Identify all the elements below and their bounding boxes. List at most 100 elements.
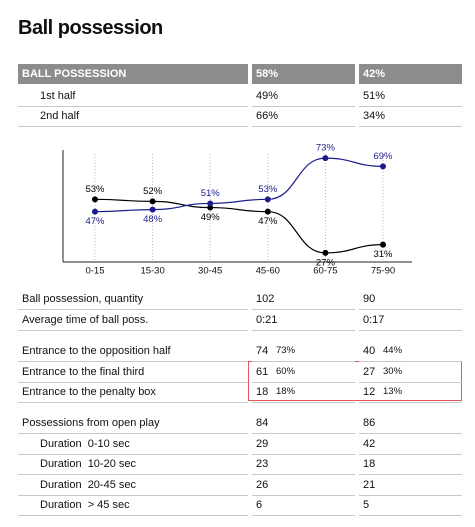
- cell-line: [359, 329, 462, 331]
- cell-line: [18, 515, 248, 516]
- row-label: Ball possession, quantity: [22, 293, 144, 305]
- cell-line: [359, 361, 462, 362]
- cell-line: [252, 453, 355, 455]
- point: [149, 206, 156, 213]
- row-value: 18: [256, 386, 269, 398]
- row-label: 2nd half: [40, 110, 80, 122]
- row-label: Duration 0-10 sec: [40, 437, 130, 450]
- row-label: Duration 10-20 sec: [40, 458, 136, 470]
- row-value: 61: [256, 365, 269, 378]
- row-value: 5: [363, 499, 370, 511]
- row-value: 66%: [256, 110, 279, 122]
- cell-line: [252, 361, 355, 362]
- row-value: 84: [256, 417, 269, 429]
- data-label: 51%: [201, 188, 221, 199]
- cell-line: [359, 433, 462, 434]
- page-title: Ball possession: [18, 17, 163, 39]
- point: [380, 163, 386, 170]
- cell-line: [359, 309, 462, 310]
- cell-line: [18, 474, 248, 475]
- data-label: 47%: [258, 216, 278, 227]
- cell-line: [359, 453, 462, 455]
- cell-line: [18, 381, 248, 383]
- row-value: 49%: [256, 90, 279, 102]
- cell-line: [252, 309, 355, 310]
- cell-line: [18, 329, 248, 331]
- row-label: Duration > 45 sec: [40, 499, 130, 511]
- cell-line: [252, 433, 355, 434]
- cell-line: [18, 494, 248, 496]
- data-label: 48%: [143, 214, 163, 225]
- point: [264, 196, 271, 203]
- data-label: 69%: [373, 151, 393, 162]
- header-cell: 58%: [252, 64, 355, 84]
- cell-line: [359, 126, 462, 127]
- row-value: 0:17: [363, 313, 385, 326]
- row-label: Entrance to the opposition half: [22, 345, 171, 357]
- row-percent: 73%: [276, 345, 296, 356]
- row-value: 29: [256, 437, 269, 450]
- cell-line: [18, 309, 248, 310]
- cell-line: [252, 402, 355, 403]
- x-tick-label: 45-60: [256, 266, 280, 277]
- point: [207, 204, 214, 211]
- x-tick-label: 0-15: [85, 266, 104, 277]
- point: [92, 208, 98, 215]
- cell-line: [252, 329, 355, 331]
- data-label: 47%: [85, 216, 105, 227]
- data-label: 52%: [143, 186, 163, 197]
- cell-line: [359, 402, 462, 403]
- row-value: 12: [363, 386, 376, 398]
- cell-line: [252, 474, 355, 475]
- row-label: Possessions from open play: [22, 417, 160, 429]
- cell-line: [18, 433, 248, 434]
- x-tick-label: 15-30: [140, 266, 164, 277]
- point: [322, 155, 329, 162]
- cell-line: [359, 106, 462, 107]
- row-value: 21: [363, 478, 376, 491]
- row-label: Entrance to the final third: [22, 365, 145, 378]
- series-line: [94, 157, 384, 213]
- row-value: 23: [256, 458, 269, 470]
- cell-line: [359, 515, 462, 516]
- cell-line: [18, 361, 248, 362]
- x-tick-label: 30-45: [198, 266, 222, 277]
- row-percent: 30%: [383, 365, 403, 377]
- cell-line: [252, 106, 355, 107]
- row-value: 40: [363, 345, 376, 357]
- row-percent: 18%: [276, 386, 296, 397]
- row-label: 1st half: [40, 90, 76, 102]
- cell-line: [18, 453, 248, 455]
- row-label: Average time of ball poss.: [22, 313, 149, 326]
- cell-line: [252, 381, 355, 383]
- row-label: Duration 20-45 sec: [40, 478, 136, 491]
- row-value: 27: [363, 365, 376, 378]
- row-value: 86: [363, 417, 376, 429]
- header-cell: BALL POSSESSION: [18, 64, 248, 84]
- row-percent: 13%: [383, 386, 403, 397]
- possession-chart: 0-15 15-30 30-45 45-60 60-75 75-90 53% 52% 49% 47…: [62, 143, 412, 277]
- data-label: 73%: [316, 143, 336, 154]
- row-value: 102: [256, 293, 275, 305]
- row-value: 26: [256, 478, 269, 491]
- point: [149, 198, 156, 205]
- highlight-box: [248, 361, 462, 401]
- row-value: 51%: [363, 90, 386, 102]
- cell-line: [359, 381, 462, 383]
- row-value: 42: [363, 437, 376, 450]
- cell-line: [359, 494, 462, 496]
- row-value: 6: [256, 499, 263, 511]
- row-percent: 60%: [276, 365, 296, 377]
- row-value: 90: [363, 293, 376, 305]
- row-value: 74: [256, 345, 269, 357]
- series-line: [94, 198, 384, 254]
- point: [92, 196, 98, 203]
- point: [264, 208, 271, 215]
- point: [380, 241, 386, 248]
- data-label: 53%: [258, 184, 278, 195]
- point: [322, 249, 329, 256]
- row-label: Entrance to the penalty box: [22, 386, 156, 398]
- row-percent: 44%: [383, 345, 403, 356]
- x-tick-label: 60-75: [313, 266, 337, 277]
